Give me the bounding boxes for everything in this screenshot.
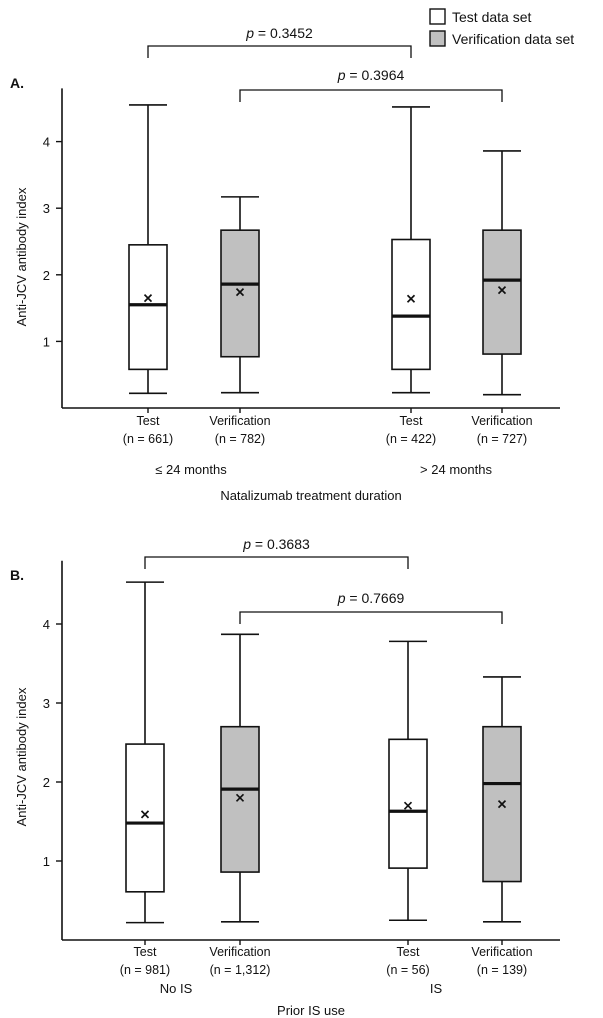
panel-b: 1 2 3 4 B. Anti-JCV antibody index Test (n = 98… [10,536,560,1018]
p-value: = 0.3683 [251,536,310,552]
x-n-label: (n = 1,312) [210,963,271,977]
x-category-label: Test [134,945,157,959]
y-tick-label-0: 1 [43,854,50,869]
box-3: Verification (n = 139) [471,676,533,977]
y-tick-label-0: 1 [43,334,50,349]
x-category-label: Test [137,414,160,428]
mean-marker-b [497,286,507,295]
x-axis-title: Prior IS use [277,1003,345,1018]
y-axis-title: Anti-JCV antibody index [14,187,29,326]
mean-marker-b [140,810,150,819]
legend-swatch-0 [429,8,446,25]
p-value-label-1: p = 0.7669 [337,590,405,606]
legend-label-0: Test data set [452,9,531,25]
group-label-1: > 24 months [420,462,492,477]
x-n-label: (n = 56) [386,963,429,977]
x-category-label: Verification [471,945,532,959]
p-value-label-0: p = 0.3452 [245,25,313,41]
box-2: Test (n = 422) [386,106,436,446]
x-category-label: Test [397,945,420,959]
x-n-label: (n = 782) [215,432,265,446]
mean-marker-b [235,793,245,802]
y-tick-label-2: 3 [43,696,50,711]
x-category-label: Verification [471,414,532,428]
legend-swatch-1 [429,30,446,47]
x-n-label: (n = 727) [477,432,527,446]
box-1: Verification (n = 1,312) [209,633,271,977]
iqr-box [388,738,428,869]
bracket-0 [147,45,412,58]
bracket-1 [239,89,503,102]
box-3: Verification (n = 727) [471,150,533,446]
legend: Test data set Verification data set [429,8,574,47]
p-symbol: p [337,590,346,606]
panel-label: A. [10,75,24,91]
group-label-1: IS [430,981,443,996]
p-value: = 0.3964 [346,67,405,83]
p-symbol: p [242,536,251,552]
panel-a: 1 2 3 4 A. Anti-JCV antibody index Test (n = 66… [10,25,560,503]
mean-marker-b [143,294,153,303]
x-n-label: (n = 422) [386,432,436,446]
mean-marker-b [403,801,413,810]
iqr-box [391,238,431,371]
x-n-label: (n = 139) [477,963,527,977]
y-tick-label-3: 4 [43,135,50,150]
x-category-label: Test [400,414,423,428]
group-label-0: ≤ 24 months [155,462,227,477]
iqr-box [220,725,260,873]
box-0: Test (n = 981) [120,581,170,977]
mean-marker-b [406,294,416,303]
box-0: Test (n = 661) [123,104,173,446]
x-n-label: (n = 661) [123,432,173,446]
y-axis-title: Anti-JCV antibody index [14,687,29,826]
mean-marker-b [497,800,507,809]
y-tick-label-1: 2 [43,268,50,283]
bracket-0 [144,556,409,569]
iqr-box [125,743,165,893]
p-value: = 0.7669 [346,590,405,606]
panel-label: B. [10,567,24,583]
bracket-1 [239,611,503,624]
p-value-label-1: p = 0.3964 [337,67,405,83]
y-tick-label-3: 4 [43,617,50,632]
x-category-label: Verification [209,945,270,959]
group-label-0: No IS [160,981,193,996]
x-category-label: Verification [209,414,270,428]
p-symbol: p [245,25,254,41]
p-symbol: p [337,67,346,83]
legend-label-1: Verification data set [452,31,574,47]
box-2: Test (n = 56) [386,640,430,977]
y-tick-label-1: 2 [43,775,50,790]
box-1: Verification (n = 782) [209,196,271,446]
iqr-box [128,244,168,371]
x-axis-title: Natalizumab treatment duration [220,488,401,503]
x-n-label: (n = 981) [120,963,170,977]
y-tick-label-2: 3 [43,201,50,216]
iqr-box [220,229,260,358]
p-value-label-0: p = 0.3683 [242,536,310,552]
iqr-box [482,229,522,355]
p-value: = 0.3452 [254,25,313,41]
mean-marker-b [235,288,245,297]
